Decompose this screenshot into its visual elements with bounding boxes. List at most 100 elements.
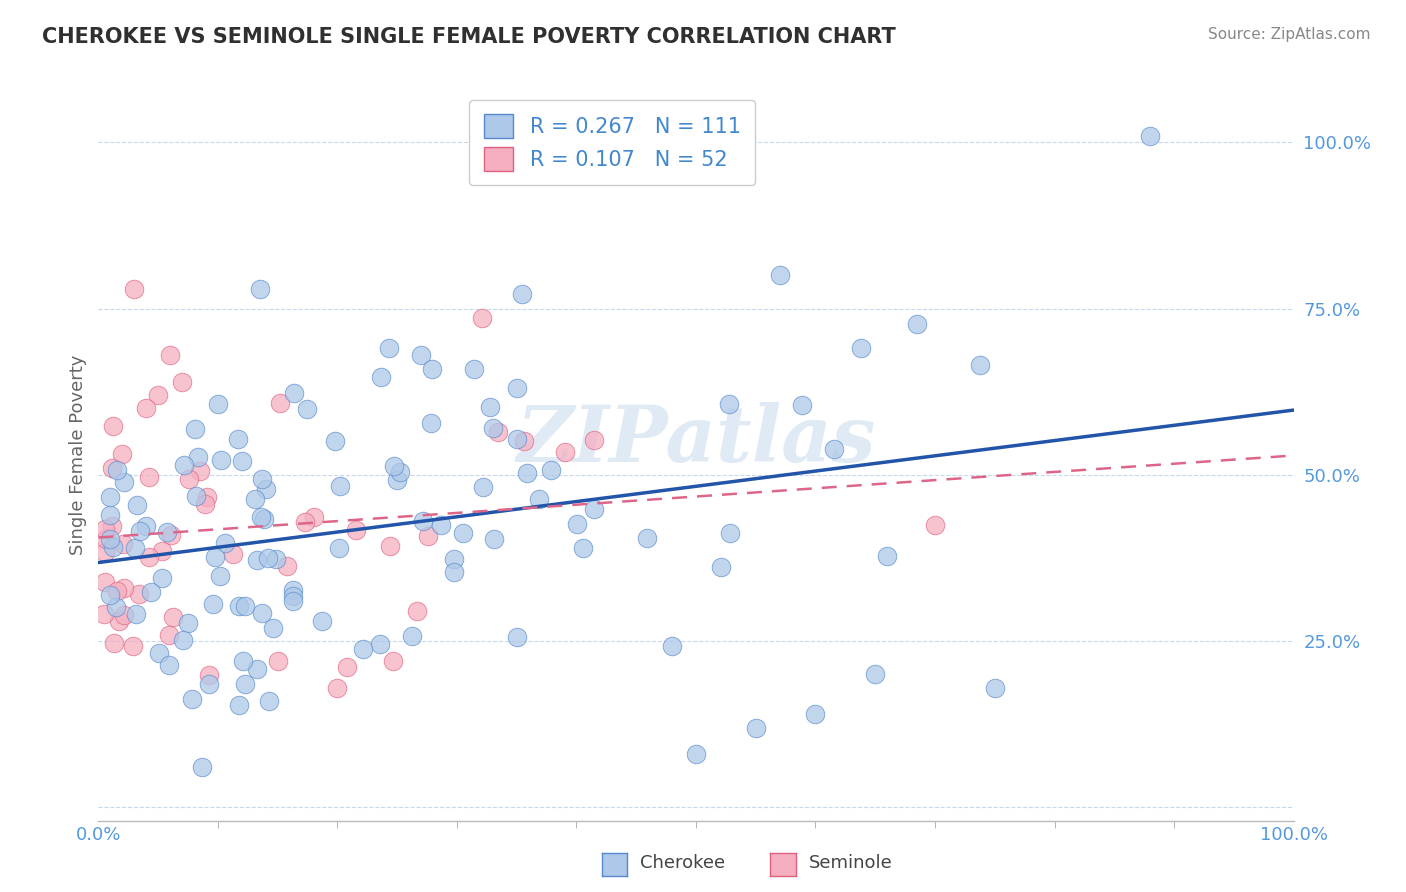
Point — [250, 472, 273, 486]
Point — [105, 584, 128, 599]
Point — [283, 583, 305, 598]
Point — [148, 646, 170, 660]
Point — [135, 519, 157, 533]
Point — [112, 608, 135, 623]
Point — [453, 526, 475, 541]
Point — [127, 498, 149, 512]
Point — [198, 668, 221, 682]
Point — [98, 508, 122, 523]
Point — [479, 401, 502, 415]
Point — [262, 621, 284, 635]
Point — [257, 550, 280, 565]
Point — [745, 721, 768, 735]
Point — [636, 531, 658, 545]
Point — [281, 594, 304, 608]
Point — [207, 397, 229, 411]
Point — [157, 657, 180, 672]
Point — [297, 402, 319, 417]
Point — [135, 401, 157, 416]
Point — [717, 397, 740, 411]
Point — [387, 473, 409, 487]
Point — [924, 517, 946, 532]
Point — [250, 606, 273, 620]
Point — [368, 636, 391, 650]
Point — [209, 569, 232, 583]
Point — [139, 584, 162, 599]
Point — [506, 381, 529, 395]
Point — [311, 614, 333, 628]
Point — [411, 348, 433, 362]
Point — [184, 422, 207, 436]
Point — [209, 453, 232, 467]
Point — [186, 450, 208, 464]
Point — [228, 698, 250, 712]
Point — [98, 588, 122, 602]
Point — [172, 375, 194, 389]
Point — [101, 460, 124, 475]
Point — [969, 358, 991, 372]
Point — [179, 472, 201, 486]
Point — [172, 633, 194, 648]
Point — [685, 747, 707, 761]
Point — [201, 598, 224, 612]
Point — [486, 425, 509, 439]
Point — [472, 479, 495, 493]
Point — [246, 662, 269, 676]
Point — [256, 482, 278, 496]
Y-axis label: Single Female Poverty: Single Female Poverty — [69, 355, 87, 555]
Point — [851, 341, 873, 355]
Point — [204, 549, 226, 564]
Point — [571, 541, 593, 555]
Point — [865, 667, 887, 681]
Point — [463, 362, 485, 376]
Point — [422, 361, 444, 376]
Point — [876, 549, 898, 563]
Point — [768, 268, 790, 283]
Text: Cherokee: Cherokee — [640, 855, 725, 872]
Point — [159, 348, 181, 362]
Text: ZIPatlas: ZIPatlas — [516, 402, 876, 478]
Point — [378, 341, 401, 355]
Point — [481, 421, 505, 435]
Point — [443, 551, 465, 566]
Point — [96, 533, 118, 547]
Point — [98, 533, 122, 547]
Point — [823, 442, 845, 456]
Point — [98, 490, 122, 504]
Point — [138, 470, 160, 484]
Point — [160, 528, 183, 542]
Text: Seminole: Seminole — [808, 855, 893, 872]
Point — [162, 609, 184, 624]
Point — [138, 549, 160, 564]
Point — [352, 642, 374, 657]
Point — [156, 525, 179, 540]
Point — [112, 475, 135, 489]
Point — [184, 489, 207, 503]
Point — [471, 311, 494, 326]
Point — [276, 558, 298, 573]
Point — [294, 515, 316, 529]
Point — [129, 524, 152, 538]
Text: CHEROKEE VS SEMINOLE SINGLE FEMALE POVERTY CORRELATION CHART: CHEROKEE VS SEMINOLE SINGLE FEMALE POVER… — [42, 27, 896, 46]
Point — [124, 541, 146, 555]
Point — [249, 282, 271, 296]
Point — [181, 691, 204, 706]
Point — [94, 523, 117, 537]
Point — [515, 467, 537, 481]
Point — [233, 599, 256, 613]
Point — [382, 654, 405, 668]
Point — [583, 502, 606, 516]
Point — [105, 463, 128, 477]
Point — [94, 545, 117, 559]
Point — [108, 614, 131, 628]
Point — [157, 628, 180, 642]
Point — [231, 454, 253, 468]
Point — [103, 636, 125, 650]
Point — [101, 519, 124, 533]
Point — [323, 434, 346, 449]
Point — [401, 629, 423, 643]
Point — [228, 432, 250, 446]
Point — [302, 510, 325, 524]
Point — [101, 540, 124, 554]
Point — [506, 433, 529, 447]
